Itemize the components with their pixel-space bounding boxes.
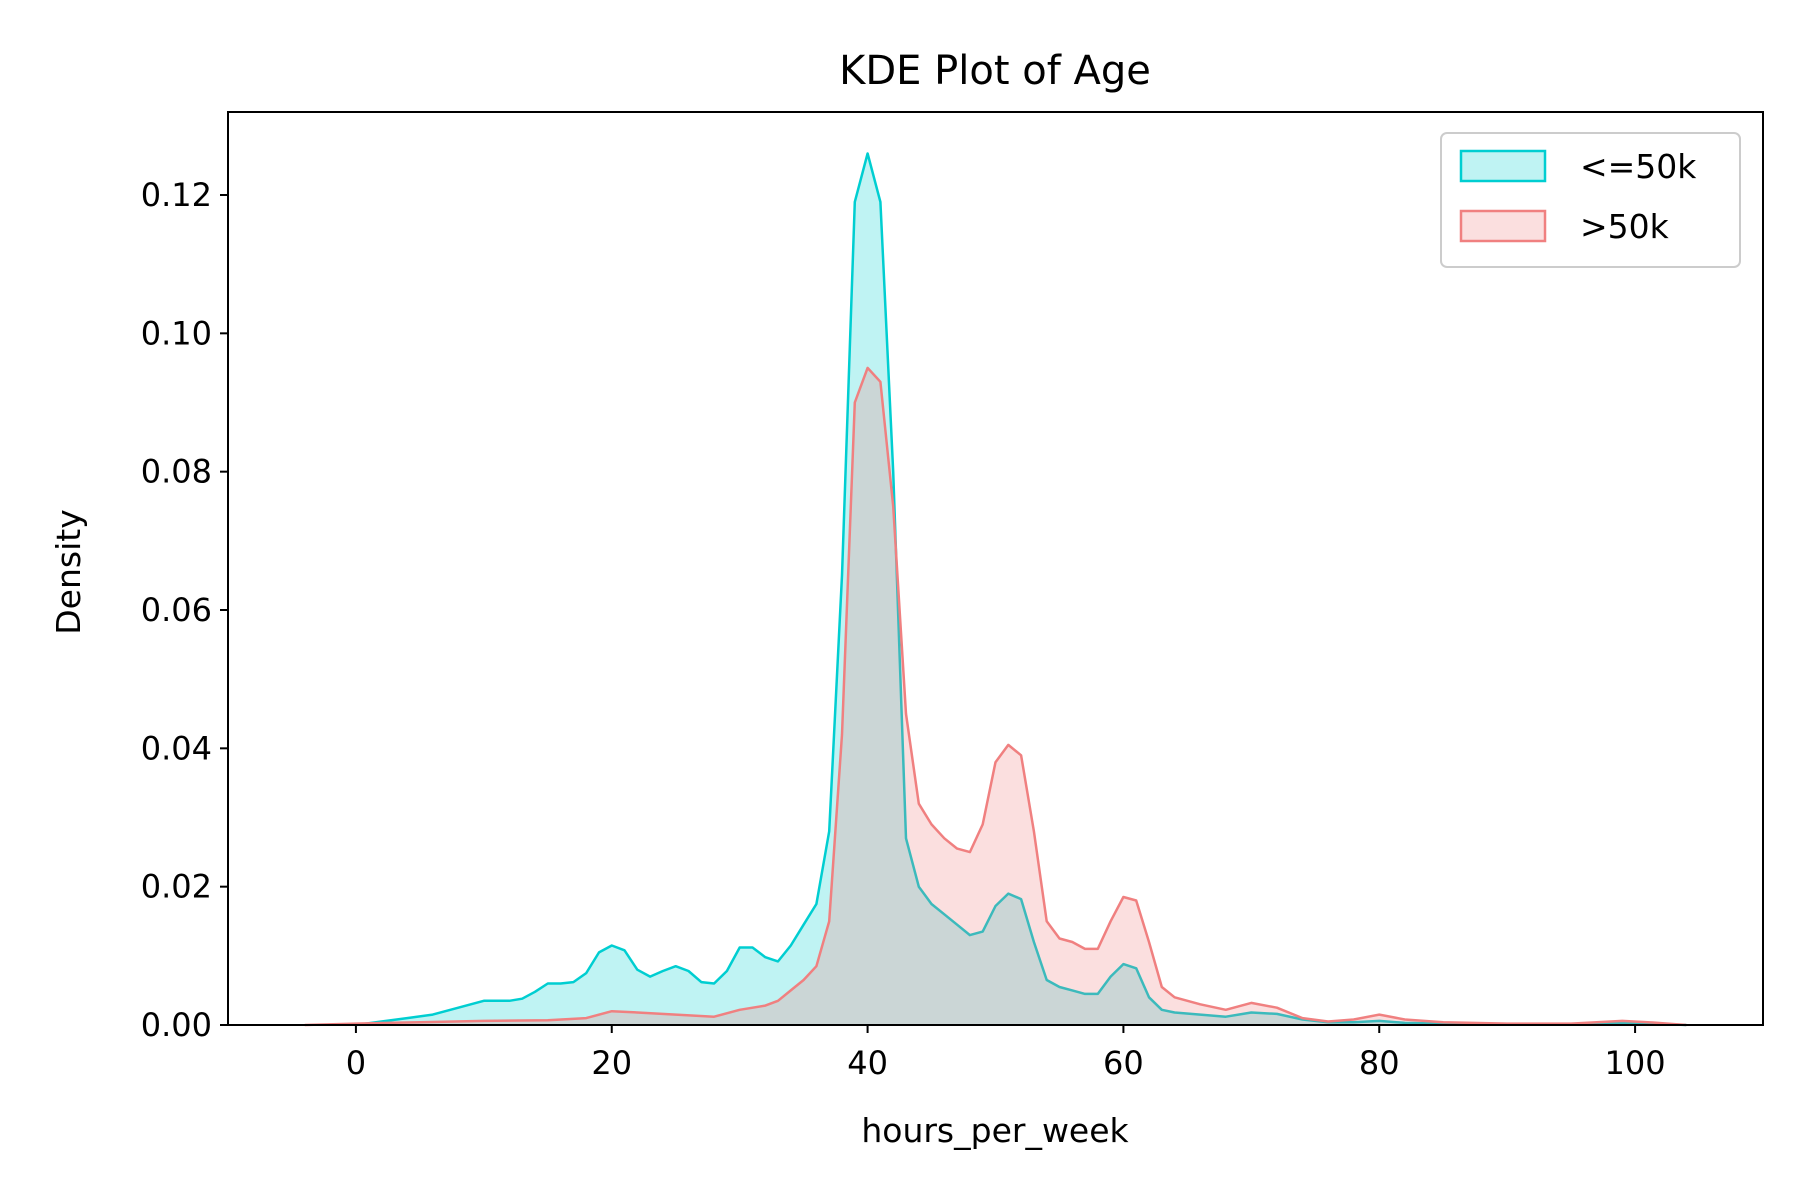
- y-tick-label: 0.10: [141, 314, 212, 352]
- legend: <=50k >50k: [1440, 132, 1741, 268]
- series-area-1: [304, 367, 1687, 1025]
- x-tick-label: 80: [1359, 1044, 1400, 1082]
- plot-area: [304, 152, 1687, 1027]
- x-tick-label: 40: [847, 1044, 888, 1082]
- y-tick-label: 0.00: [141, 1006, 212, 1044]
- x-tick-label: 20: [591, 1044, 632, 1082]
- y-tick-label: 0.02: [141, 868, 212, 906]
- legend-label-0: <=50k: [1580, 147, 1697, 186]
- legend-frame: [1440, 132, 1741, 268]
- x-tick-label: 100: [1605, 1044, 1666, 1082]
- chart-title: KDE Plot of Age: [839, 48, 1151, 94]
- y-tick-label: 0.12: [141, 176, 212, 214]
- y-tick-label: 0.08: [141, 453, 212, 491]
- series-line-1: [304, 366, 1687, 1027]
- x-tick-label: 0: [346, 1044, 366, 1082]
- y-axis-label: Density: [49, 509, 88, 634]
- legend-swatch-0: [1459, 149, 1547, 183]
- x-axis: 0 20 40 60 80 100: [346, 1025, 1666, 1082]
- y-axis: 0.00 0.02 0.04 0.06 0.08 0.10 0.12: [141, 176, 228, 1044]
- x-axis-label: hours_per_week: [861, 1111, 1129, 1150]
- legend-label-1: >50k: [1580, 207, 1670, 246]
- y-tick-label: 0.06: [141, 591, 212, 629]
- y-tick-label: 0.04: [141, 729, 212, 767]
- legend-swatch-1: [1459, 209, 1547, 243]
- x-tick-label: 60: [1103, 1044, 1144, 1082]
- plot-frame: [227, 111, 1764, 1026]
- series-line-0: [355, 152, 1687, 1027]
